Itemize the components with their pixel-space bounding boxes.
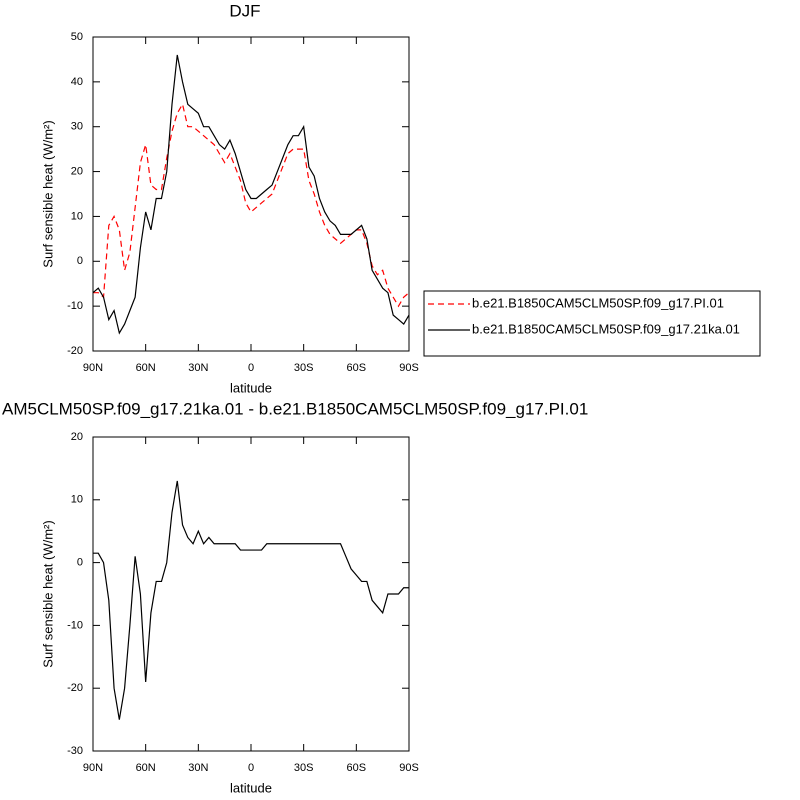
x-tick-label: 60S	[347, 362, 367, 374]
x-tick-label: 30N	[188, 362, 208, 374]
x-axis-label: latitude	[230, 780, 272, 795]
x-tick-label: 60N	[136, 362, 156, 374]
x-tick-label: 30S	[294, 362, 314, 374]
y-tick-label: -20	[67, 345, 83, 357]
plot-frame	[92, 436, 410, 752]
series-line	[92, 54, 410, 335]
series-line	[93, 102, 410, 308]
x-tick-label: 30N	[188, 762, 208, 774]
x-tick-label: 60S	[347, 762, 367, 774]
x-tick-label: 0	[248, 762, 254, 774]
chart-title: DJF	[229, 1, 260, 20]
y-axis-label: Surf sensible heat (W/m²)	[40, 120, 55, 267]
y-tick-label: 10	[71, 494, 83, 506]
y-tick-label: 40	[71, 76, 83, 88]
x-tick-label: 0	[248, 362, 254, 374]
plot-frame	[92, 36, 410, 352]
x-tick-label: 90N	[83, 762, 103, 774]
x-tick-label: 30S	[294, 762, 314, 774]
y-tick-label: -20	[67, 682, 83, 694]
y-tick-label: 30	[71, 121, 83, 133]
legend-label: b.e21.B1850CAM5CLM50SP.f09_g17.PI.01	[472, 295, 724, 310]
legend-box	[423, 290, 761, 357]
y-tick-label: 0	[77, 557, 83, 569]
y-tick-label: -30	[67, 745, 83, 757]
x-axis-label: latitude	[230, 380, 272, 395]
x-tick-label: 90S	[399, 762, 419, 774]
y-tick-label: 20	[71, 431, 83, 443]
legend-label: b.e21.B1850CAM5CLM50SP.f09_g17.21ka.01	[472, 321, 740, 336]
x-tick-label: 90S	[399, 362, 419, 374]
y-tick-label: 20	[71, 165, 83, 177]
y-axis-label: Surf sensible heat (W/m²)	[40, 520, 55, 667]
y-tick-label: -10	[67, 619, 83, 631]
y-tick-label: -10	[67, 300, 83, 312]
x-tick-label: 60N	[136, 762, 156, 774]
chart-title: AM5CLM50SP.f09_g17.21ka.01 - b.e21.B1850…	[2, 399, 588, 418]
y-tick-label: 10	[71, 210, 83, 222]
y-tick-label: 0	[77, 255, 83, 267]
y-tick-label: 50	[71, 31, 83, 43]
x-tick-label: 90N	[83, 362, 103, 374]
series-line	[93, 480, 409, 720]
